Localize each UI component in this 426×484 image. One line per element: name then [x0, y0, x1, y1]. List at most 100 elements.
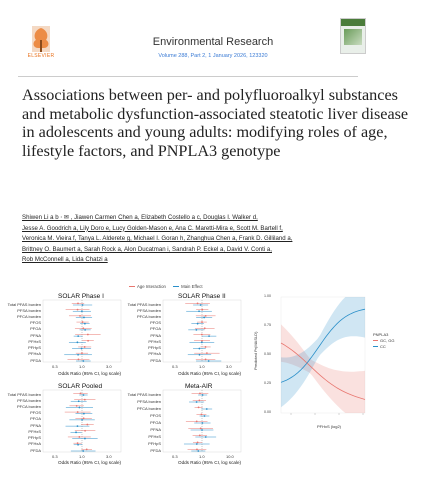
right-y-tick: 1.00 [264, 294, 271, 298]
forest-row-label: PFNA [30, 332, 41, 338]
age-interaction-point [77, 358, 80, 361]
author-line[interactable]: Rob McConnell a, Lida Chatzi a [22, 256, 108, 264]
right-y-tick: 0.50 [264, 352, 271, 356]
right-plot-legend: PNPLA3 GC, GG CC [373, 332, 394, 350]
main-effect-point [195, 443, 198, 445]
article-header: ELSEVIER Environmental Research Volume 2… [0, 0, 426, 78]
panel-title: SOLAR Phase II [178, 293, 226, 300]
age-interaction-point [204, 314, 207, 317]
cc-confidence-band [281, 297, 365, 408]
main-effect-point [81, 304, 84, 306]
legend-swatch-main [173, 286, 180, 288]
main-effect-point [82, 360, 85, 362]
x-tick-label: 1.0 [79, 454, 85, 459]
x-tick-label: 0.3 [52, 454, 58, 459]
age-interaction-point [79, 314, 81, 317]
prediction-panel-frame [280, 296, 366, 414]
volume-link[interactable]: Volume 288, Part 2, 1 January 2026, 1233… [158, 53, 268, 59]
header-divider [18, 76, 358, 77]
main-effect-point [198, 347, 201, 350]
article-title: Associations between per- and polyfluoro… [22, 86, 409, 161]
age-interaction-point [83, 346, 86, 348]
right-plot-y-label: Predicted Pr(MASLD) [253, 331, 258, 370]
author-line[interactable]: Jesse A. Goodrich a, Lily Doro e, Lucy G… [22, 224, 283, 232]
forest-row-label: PFCA burden [136, 313, 161, 319]
age-interaction-point [200, 333, 203, 336]
age-interaction-point [196, 441, 199, 444]
main-effect-point [198, 353, 201, 356]
forest-row-label: PFHxA [148, 351, 161, 357]
age-interaction-point [204, 358, 207, 361]
gc-gg-confidence-band [281, 324, 365, 413]
right-plot-x-label: PFHxS (log2) [317, 424, 342, 429]
x-axis-label: Odds Ratio (95% CI, log scale) [178, 371, 242, 376]
main-effect-point [76, 425, 79, 428]
x-tick-label: 3.0 [106, 454, 112, 459]
main-effect-point [76, 341, 79, 344]
main-effect-point [201, 422, 204, 424]
main-effect-point [82, 394, 85, 396]
forest-row-label: PFDA [30, 357, 41, 363]
forest-row-label: PFOS [30, 320, 41, 326]
main-effect-point [77, 335, 80, 338]
main-effect-point [83, 412, 85, 415]
main-effect-point [200, 341, 203, 344]
forest-row-label: PFOS [30, 410, 41, 416]
forest-row-label: Total PFAS burden [127, 301, 161, 307]
x-tick-label: 3.0 [106, 364, 112, 369]
main-effect-point [208, 335, 210, 338]
x-axis-label: Odds Ratio (95% CI, log scale) [58, 371, 122, 376]
age-interaction-point [79, 392, 82, 395]
age-interaction-point [200, 413, 203, 416]
x-tick-label: 0.3 [172, 454, 178, 459]
author-list: Shiwen Li a b ⋅ ✉ , Jiawen Carmen Chen a… [22, 213, 412, 266]
main-effect-point [81, 418, 83, 421]
main-effect-point [198, 310, 200, 313]
forest-row-label: PFDA [30, 447, 41, 453]
journal-name[interactable]: Environmental Research [152, 36, 274, 48]
forest-row-label: PFDA [150, 447, 161, 453]
panel-title: SOLAR Phase I [58, 293, 104, 300]
age-interaction-point [203, 327, 206, 330]
forest-row-label: PFHpS [148, 440, 161, 446]
cover-band [341, 19, 365, 26]
age-interaction-point [195, 420, 198, 423]
x-axis-label: Odds Ratio (95% CI, log scale) [58, 460, 122, 465]
main-effect-point [81, 310, 83, 313]
forest-row-label: Total PFAS burden [7, 391, 41, 397]
age-interaction-point [76, 411, 79, 413]
forest-row-label: PFHxA [28, 351, 41, 357]
forest-row-label: PFOA [30, 416, 41, 422]
right-y-tick: 0.00 [264, 410, 271, 414]
main-effect-point [199, 304, 202, 306]
main-effect-point [197, 450, 200, 452]
main-effect-point [201, 394, 204, 396]
age-interaction-point [77, 302, 79, 305]
x-tick-label: 1.0 [199, 364, 205, 369]
legend-swatch-age [129, 286, 135, 288]
author-line[interactable]: Brittney O. Baumert a, Sarah Rock a, Alo… [22, 245, 272, 253]
age-interaction-point [81, 321, 84, 323]
forest-row-label: PFCA burden [16, 403, 41, 409]
age-interaction-point [87, 339, 89, 342]
main-effect-point [82, 450, 85, 452]
main-effect-point [84, 322, 86, 325]
forest-row-label: PFNA [150, 426, 161, 432]
legend-item-gc-gg: GC, GG [373, 338, 394, 344]
age-interaction-point [201, 339, 203, 342]
x-axis-label: Odds Ratio (95% CI, log scale) [178, 460, 242, 465]
author-line[interactable]: Shiwen Li a b ⋅ ✉ , Jiawen Carmen Chen a… [22, 214, 258, 221]
age-interaction-point [75, 404, 78, 407]
journal-cover-thumbnail[interactable] [340, 18, 366, 54]
figure-legend: Age Interaction Main Effect [123, 284, 203, 289]
age-interaction-point [76, 308, 79, 311]
right-y-tick: 0.25 [264, 381, 271, 385]
forest-row-label: PFDA [150, 357, 161, 363]
main-effect-point [201, 429, 203, 431]
forest-row-label: PFSA burden [137, 307, 161, 313]
legend-item-cc: CC [373, 344, 394, 350]
age-interaction-point [198, 399, 201, 402]
forest-row-label: PFCA burden [136, 405, 161, 411]
author-line[interactable]: Veronica M. Vieira f, Tanya L. Alderete … [22, 235, 293, 243]
